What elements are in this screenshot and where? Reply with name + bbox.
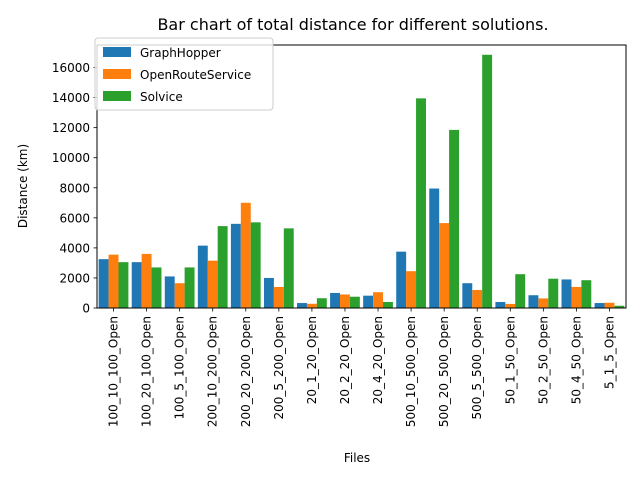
bar-openrouteservice-5_1_5_Open xyxy=(604,302,615,308)
bar-openrouteservice-100_10_100_Open xyxy=(108,254,119,308)
bar-graphhopper-20_2_20_Open xyxy=(330,292,341,308)
bar-graphhopper-200_20_200_Open xyxy=(230,223,241,308)
bar-openrouteservice-20_1_20_Open xyxy=(306,303,317,308)
bar-solvice-50_4_50_Open xyxy=(581,280,592,308)
bar-solvice-20_2_20_Open xyxy=(349,296,360,308)
x-tick-label: 20_1_20_Open xyxy=(305,316,319,404)
y-tick-label: 4000 xyxy=(59,241,90,255)
bar-graphhopper-50_1_50_Open xyxy=(495,301,506,308)
bar-graphhopper-100_20_100_Open xyxy=(131,262,142,308)
bar-solvice-200_5_200_Open xyxy=(283,228,294,308)
x-tick-label: 100_10_100_Open xyxy=(107,316,121,427)
x-tick-label: 500_5_500_Open xyxy=(470,316,484,420)
x-tick-label: 50_1_50_Open xyxy=(503,316,517,404)
bars-group xyxy=(98,54,625,308)
bar-graphhopper-100_10_100_Open xyxy=(98,259,109,308)
bar-solvice-20_4_20_Open xyxy=(382,301,393,308)
x-tick-label: 100_20_100_Open xyxy=(140,316,154,427)
bar-openrouteservice-200_20_200_Open xyxy=(240,202,251,308)
bar-solvice-5_1_5_Open xyxy=(614,305,625,308)
y-tick-label: 16000 xyxy=(52,61,90,75)
bar-solvice-500_5_500_Open xyxy=(482,54,493,308)
bar-openrouteservice-100_20_100_Open xyxy=(141,253,152,308)
x-tick-label: 5_1_5_Open xyxy=(602,316,616,389)
bar-solvice-20_1_20_Open xyxy=(316,298,327,308)
bar-graphhopper-20_4_20_Open xyxy=(363,295,374,308)
x-tick-label: 100_5_100_Open xyxy=(173,316,187,420)
chart-title: Bar chart of total distance for differen… xyxy=(157,15,548,34)
y-tick-label: 12000 xyxy=(52,121,90,135)
legend-label-solvice: Solvice xyxy=(140,90,183,104)
bar-openrouteservice-500_5_500_Open xyxy=(472,289,483,308)
bar-openrouteservice-20_2_20_Open xyxy=(340,294,350,308)
bar-openrouteservice-20_4_20_Open xyxy=(373,292,383,308)
bar-solvice-50_1_50_Open xyxy=(515,274,526,308)
legend-swatch-openrouteservice xyxy=(103,69,131,79)
y-tick-label: 0 xyxy=(82,302,90,316)
x-tick-label: 50_2_50_Open xyxy=(536,316,550,404)
bar-graphhopper-200_5_200_Open xyxy=(263,277,274,308)
bar-openrouteservice-500_20_500_Open xyxy=(439,223,450,308)
y-axis-label: Distance (km) xyxy=(16,144,30,228)
bar-solvice-100_10_100_Open xyxy=(118,262,129,308)
bar-solvice-50_2_50_Open xyxy=(548,278,559,308)
x-tick-label: 200_5_200_Open xyxy=(272,316,286,420)
y-tick-label: 14000 xyxy=(52,91,90,105)
y-tick-label: 2000 xyxy=(59,271,90,285)
bar-openrouteservice-50_2_50_Open xyxy=(538,298,549,308)
x-tick-label: 500_20_500_Open xyxy=(437,316,451,427)
y-tick-label: 6000 xyxy=(59,211,90,225)
x-tick-label: 20_2_20_Open xyxy=(338,316,352,404)
bar-solvice-200_20_200_Open xyxy=(250,222,261,308)
bar-openrouteservice-200_5_200_Open xyxy=(273,286,284,308)
bar-openrouteservice-50_1_50_Open xyxy=(505,303,516,308)
y-tick-label: 8000 xyxy=(59,181,90,195)
bar-openrouteservice-50_4_50_Open xyxy=(571,286,582,308)
bar-openrouteservice-200_10_200_Open xyxy=(207,260,218,308)
bar-graphhopper-50_4_50_Open xyxy=(561,279,572,308)
x-tick-label: 200_20_200_Open xyxy=(239,316,253,427)
legend-box xyxy=(94,37,274,111)
y-tick-label: 10000 xyxy=(52,151,90,165)
bar-graphhopper-100_5_100_Open xyxy=(164,276,175,308)
legend: GraphHopper OpenRouteService Solvice xyxy=(94,37,274,111)
legend-swatch-graphhopper xyxy=(103,47,131,57)
axes-group: 100_10_100_Open 100_20_100_Open 100_5_100_… xyxy=(52,61,617,427)
bar-solvice-100_20_100_Open xyxy=(151,267,162,308)
x-tick-label: 500_10_500_Open xyxy=(404,316,418,427)
bar-solvice-500_10_500_Open xyxy=(416,98,426,308)
legend-label-openrouteservice: OpenRouteService xyxy=(140,68,251,82)
bar-graphhopper-500_20_500_Open xyxy=(429,188,440,308)
plot-area-frame xyxy=(96,44,627,309)
x-axis-label: Files xyxy=(344,451,370,465)
bar-solvice-100_5_100_Open xyxy=(184,267,195,308)
x-tick-label: 50_4_50_Open xyxy=(569,316,583,404)
legend-label-graphhopper: GraphHopper xyxy=(140,46,221,60)
x-tick-label: 20_4_20_Open xyxy=(371,316,385,404)
legend-swatch-solvice xyxy=(103,91,131,101)
bar-openrouteservice-100_5_100_Open xyxy=(174,283,185,308)
bar-graphhopper-5_1_5_Open xyxy=(594,303,605,308)
bar-solvice-500_20_500_Open xyxy=(449,129,460,308)
bar-graphhopper-500_10_500_Open xyxy=(396,251,407,308)
bar-solvice-200_10_200_Open xyxy=(217,226,228,308)
bar-graphhopper-500_5_500_Open xyxy=(462,283,473,308)
x-tick-label: 200_10_200_Open xyxy=(206,316,220,427)
bar-graphhopper-50_2_50_Open xyxy=(528,295,539,308)
bar-graphhopper-20_1_20_Open xyxy=(297,303,307,308)
bar-graphhopper-200_10_200_Open xyxy=(197,245,208,308)
bar-openrouteservice-500_10_500_Open xyxy=(406,271,417,308)
